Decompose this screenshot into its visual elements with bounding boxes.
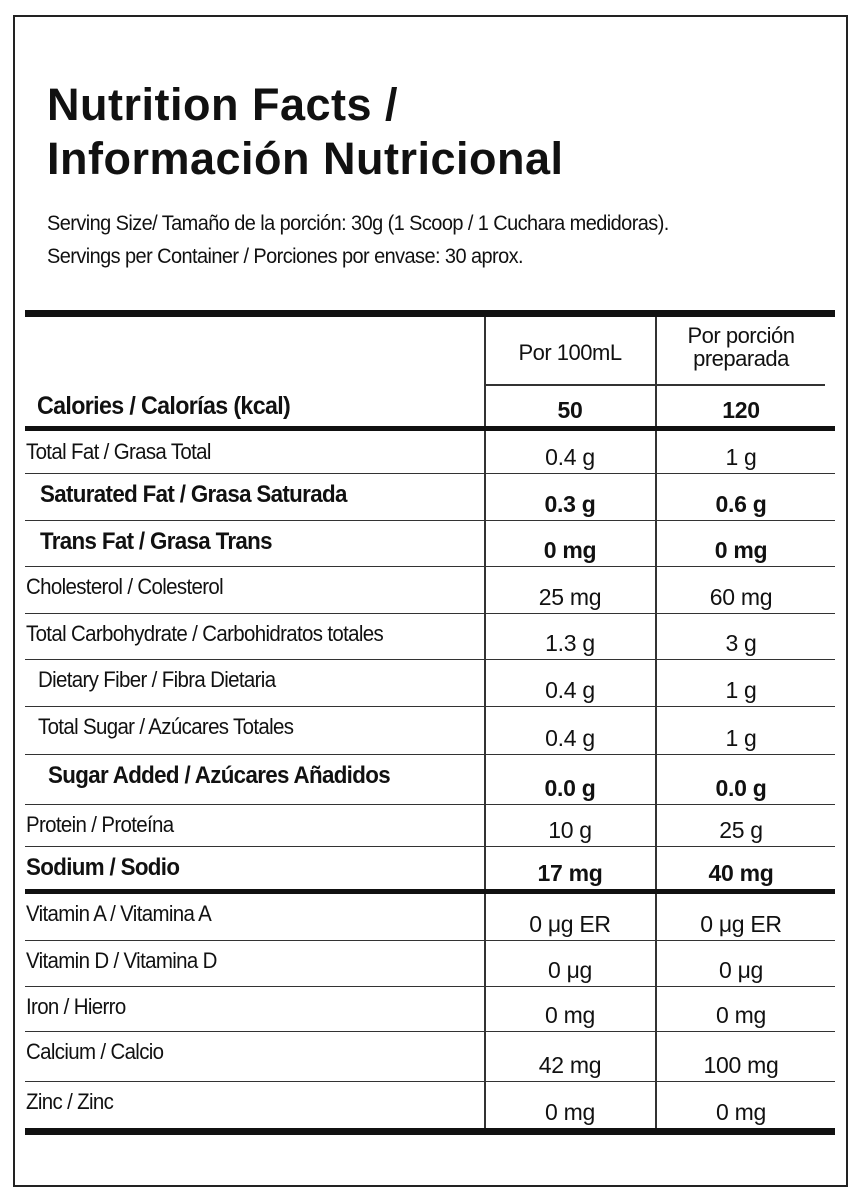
column-header-per-serving: Por porción preparada	[656, 324, 826, 370]
nutrient-row: Total Carbohydrate / Carbohidratos total…	[25, 613, 835, 660]
calories-row: Calories / Calorías (kcal) 50 120	[25, 385, 835, 431]
title-line-2: Información Nutricional	[47, 133, 564, 184]
nutrient-row: Cholesterol / Colesterol 25 mg 60 mg	[25, 566, 835, 614]
nutrient-label: Total Fat / Grasa Total	[26, 439, 211, 464]
nutrient-per-100ml: 0.0 g	[544, 775, 596, 801]
nutrient-per-serving: 3 g	[725, 630, 757, 656]
nutrient-label: Protein / Proteína	[26, 812, 174, 837]
nutrient-label: Total Carbohydrate / Carbohidratos total…	[26, 621, 384, 646]
nutrient-label: Total Sugar / Azúcares Totales	[38, 714, 294, 739]
nutrient-per-serving: 60 mg	[709, 584, 773, 610]
column-divider	[655, 317, 657, 1135]
nutrient-row: Sugar Added / Azúcares Añadidos 0.0 g 0.0 …	[25, 754, 835, 805]
nutrient-row: Sodium / Sodio 17 mg 40 mg	[25, 846, 835, 894]
nutrient-per-serving: 0 μg ER	[700, 911, 782, 937]
nutrient-row: Dietary Fiber / Fibra Dietaria 0.4 g 1 g	[25, 659, 835, 707]
nutrient-label: Trans Fat / Grasa Trans	[40, 528, 273, 555]
calories-label: Calories / Calorías (kcal)	[37, 392, 291, 420]
bottom-rule	[25, 1128, 835, 1135]
column-header-line-2: preparada	[693, 346, 789, 371]
nutrient-row: Calcium / Calcio 42 mg 100 mg	[25, 1031, 835, 1082]
column-header-line-1: Por porción	[687, 323, 795, 348]
nutrient-per-100ml: 0.4 g	[545, 677, 595, 703]
nutrient-per-serving: 0 μg	[718, 957, 764, 983]
nutrient-per-serving: 0 mg	[716, 1002, 766, 1028]
nutrient-label: Zinc / Zinc	[26, 1089, 114, 1114]
nutrient-label: Sodium / Sodio	[26, 854, 180, 881]
label-frame	[13, 15, 848, 1187]
nutrient-row: Vitamin A / Vitamina A 0 μg ER 0 μg ER	[25, 893, 835, 941]
nutrient-row: Trans Fat / Grasa Trans 0 mg 0 mg	[25, 520, 835, 567]
top-rule	[25, 310, 835, 317]
nutrient-per-serving: 1 g	[725, 444, 757, 470]
nutrient-row: Vitamin D / Vitamina D 0 μg 0 μg	[25, 940, 835, 987]
nutrient-label: Dietary Fiber / Fibra Dietaria	[38, 667, 276, 692]
nutrient-per-100ml: 25 mg	[538, 584, 602, 610]
nutrient-per-serving: 0.6 g	[715, 491, 767, 517]
nutrient-row: Total Sugar / Azúcares Totales 0.4 g 1 g	[25, 706, 835, 755]
column-divider	[484, 317, 486, 1135]
serving-size: Serving Size/ Tamaño de la porción: 30g …	[47, 212, 669, 235]
nutrient-per-serving: 100 mg	[703, 1052, 779, 1078]
nutrient-per-100ml: 0.4 g	[545, 725, 595, 751]
nutrient-per-100ml: 0.3 g	[544, 491, 596, 517]
nutrient-label: Saturated Fat / Grasa Saturada	[40, 481, 347, 508]
nutrient-row: Protein / Proteína 10 g 25 g	[25, 804, 835, 847]
nutrient-row: Total Fat / Grasa Total 0.4 g 1 g	[25, 431, 835, 474]
calories-per-serving: 120	[722, 397, 760, 423]
nutrient-per-serving: 0 mg	[714, 537, 768, 563]
nutrient-per-100ml: 0 mg	[545, 1099, 595, 1125]
nutrient-label: Iron / Hierro	[26, 994, 126, 1019]
nutrient-per-100ml: 10 g	[548, 817, 592, 843]
nutrient-per-100ml: 0 μg	[547, 957, 593, 983]
nutrient-per-serving: 1 g	[725, 677, 757, 703]
nutrient-label: Sugar Added / Azúcares Añadidos	[48, 762, 391, 789]
nutrient-per-serving: 1 g	[725, 725, 757, 751]
nutrient-per-100ml: 1.3 g	[545, 630, 595, 656]
nutrient-label: Cholesterol / Colesterol	[26, 574, 224, 599]
nutrient-per-100ml: 0 mg	[545, 1002, 595, 1028]
page-title: Nutrition Facts / Información Nutriciona…	[47, 78, 564, 186]
nutrient-label: Vitamin D / Vitamina D	[26, 948, 217, 973]
nutrient-per-serving: 40 mg	[708, 860, 774, 886]
servings-per-container: Servings per Container / Porciones por e…	[47, 245, 524, 268]
nutrient-row: Saturated Fat / Grasa Saturada 0.3 g 0.6 g	[25, 473, 835, 521]
title-line-1: Nutrition Facts /	[47, 79, 399, 130]
nutrient-label: Vitamin A / Vitamina A	[26, 901, 212, 926]
nutrient-per-serving: 0.0 g	[715, 775, 767, 801]
nutrient-row: Zinc / Zinc 0 mg 0 mg	[25, 1081, 835, 1128]
nutrient-per-100ml: 0.4 g	[545, 444, 595, 470]
nutrient-label: Calcium / Calcio	[26, 1039, 164, 1064]
header-rule	[485, 384, 825, 386]
nutrient-per-100ml: 0 μg ER	[529, 911, 611, 937]
nutrient-per-100ml: 42 mg	[538, 1052, 602, 1078]
nutrient-per-serving: 0 mg	[716, 1099, 766, 1125]
column-header-per-100ml: Por 100mL	[518, 340, 622, 365]
calories-per-100ml: 50	[557, 397, 583, 423]
nutrient-per-100ml: 17 mg	[537, 860, 603, 886]
nutrient-row: Iron / Hierro 0 mg 0 mg	[25, 986, 835, 1032]
nutrient-per-serving: 25 g	[719, 817, 763, 843]
nutrient-per-100ml: 0 mg	[543, 537, 597, 563]
